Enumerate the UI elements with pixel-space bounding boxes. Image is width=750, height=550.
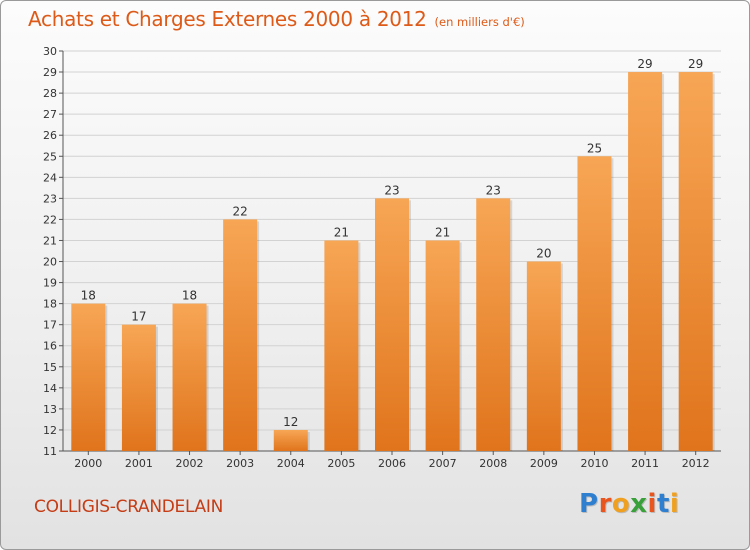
chart-unit: (en milliers d'€) xyxy=(434,15,525,29)
data-label: 21 xyxy=(435,225,450,239)
y-tick-label: 21 xyxy=(43,234,57,247)
bar xyxy=(577,156,612,451)
logo-letter: x xyxy=(630,489,648,519)
y-tick-label: 26 xyxy=(43,129,57,142)
bar xyxy=(121,324,156,451)
labels: 18 17 18 22 12 21 23 21 23 20 25 29 29 xyxy=(81,57,704,429)
bar xyxy=(324,240,359,451)
y-tick-label: 27 xyxy=(43,108,57,121)
x-tick-label: 2006 xyxy=(378,457,406,470)
data-label: 29 xyxy=(637,57,652,71)
x-tick-label: 2000 xyxy=(74,457,102,470)
chart-title: Achats et Charges Externes 2000 à 2012 xyxy=(28,7,427,31)
x-tick-label: 2003 xyxy=(226,457,254,470)
y-tick-label: 23 xyxy=(43,192,57,205)
data-label: 18 xyxy=(81,289,96,303)
title-row: Achats et Charges Externes 2000 à 2012 (e… xyxy=(28,7,525,31)
data-label: 12 xyxy=(283,415,298,429)
logo-letter: t xyxy=(656,489,670,519)
logo-letter: i xyxy=(669,489,680,519)
data-label: 17 xyxy=(131,310,146,324)
y-tick-label: 12 xyxy=(43,424,57,437)
x-tick-label: 2012 xyxy=(682,457,710,470)
logo-letter: o xyxy=(611,489,631,519)
x-tick-label: 2008 xyxy=(479,457,507,470)
bar xyxy=(375,198,409,451)
y-tick-label: 25 xyxy=(43,150,57,163)
y-tick-label: 20 xyxy=(43,256,57,269)
bar xyxy=(628,72,663,451)
bars xyxy=(71,72,715,451)
data-label: 23 xyxy=(486,183,501,197)
data-label: 25 xyxy=(587,141,602,155)
data-label: 21 xyxy=(334,225,349,239)
data-label: 22 xyxy=(233,204,248,218)
y-tick-label: 28 xyxy=(43,87,57,100)
y-tick-label: 19 xyxy=(43,277,57,290)
y-tick-label: 14 xyxy=(43,382,57,395)
x-tick-label: 2007 xyxy=(429,457,457,470)
data-label: 29 xyxy=(688,57,703,71)
y-tick-label: 30 xyxy=(43,45,57,58)
x-tick-label: 2011 xyxy=(631,457,659,470)
bar xyxy=(476,198,511,451)
y-tick-label: 29 xyxy=(43,66,57,79)
y-tick-label: 17 xyxy=(43,319,57,332)
x-tick-label: 2009 xyxy=(530,457,558,470)
bar xyxy=(172,303,207,451)
y-tick-label: 15 xyxy=(43,361,57,374)
bar xyxy=(526,261,561,451)
x-tick-label: 2010 xyxy=(580,457,608,470)
place-name: COLLIGIS-CRANDELAIN xyxy=(34,497,224,517)
bar xyxy=(223,219,258,451)
y-tick-label: 11 xyxy=(43,445,57,458)
data-label: 18 xyxy=(182,289,197,303)
bar xyxy=(678,72,713,451)
bar xyxy=(273,429,308,451)
logo-letter: i xyxy=(647,489,657,519)
y-tick-label: 22 xyxy=(43,213,57,226)
logo-letter: r xyxy=(598,489,612,519)
logo-letter: P xyxy=(579,489,599,519)
x-tick-label: 2001 xyxy=(125,457,153,470)
bar xyxy=(425,240,460,451)
y-tick-label: 16 xyxy=(43,340,57,353)
x-tick-label: 2004 xyxy=(277,457,305,470)
y-tick-label: 13 xyxy=(43,403,57,416)
bar xyxy=(71,303,106,451)
x-tick-label: 2005 xyxy=(327,457,355,470)
y-tick-label: 24 xyxy=(43,171,57,184)
data-label: 20 xyxy=(536,247,551,261)
y-tick-label: 18 xyxy=(43,298,57,311)
x-tick-label: 2002 xyxy=(176,457,204,470)
proxiti-logo: Proxiti xyxy=(579,489,679,519)
data-label: 23 xyxy=(384,183,399,197)
